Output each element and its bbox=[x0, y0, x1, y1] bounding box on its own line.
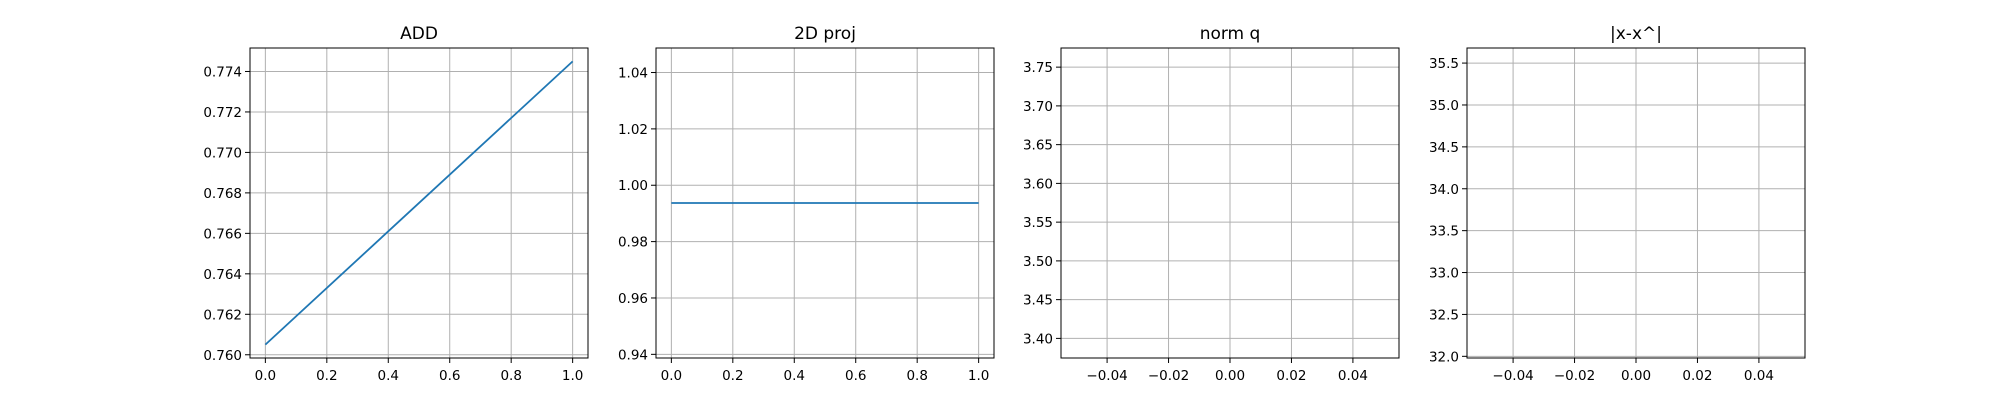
y-tick-label: 35.0 bbox=[1429, 98, 1459, 114]
x-tick-label: 0.2 bbox=[722, 368, 743, 384]
subplot-norm-q: −0.04 −0.02 0.00 0.02 0.04 3.40 3.45 3.50 3.55 3.… bbox=[1023, 24, 1400, 384]
y-tick-label: 0.772 bbox=[203, 105, 242, 121]
y-tick-label: 0.762 bbox=[203, 307, 242, 323]
subplot-title: |x-x^| bbox=[1610, 24, 1662, 44]
x-tick-label: 0.04 bbox=[1744, 368, 1774, 384]
x-tick-label: 0.8 bbox=[500, 368, 521, 384]
x-tick-label: 0.8 bbox=[906, 368, 927, 384]
x-tick-label: 0.4 bbox=[784, 368, 805, 384]
subplot-title: norm q bbox=[1200, 24, 1261, 44]
subplot-x-error: −0.04 −0.02 0.00 0.02 0.04 32.0 32.5 33.0 33.5 34… bbox=[1429, 24, 1806, 384]
y-tick-label: 33.0 bbox=[1429, 266, 1459, 282]
y-tick-label: 0.774 bbox=[203, 64, 242, 80]
x-tick-label: 0.04 bbox=[1338, 368, 1368, 384]
y-tick-label: 0.96 bbox=[618, 291, 648, 307]
y-tick-label: 3.50 bbox=[1023, 254, 1053, 270]
x-tick-label: 0.4 bbox=[378, 368, 399, 384]
axes-frame bbox=[1466, 47, 1806, 359]
y-tick-label: 3.45 bbox=[1023, 293, 1053, 309]
y-tick-label: 32.5 bbox=[1429, 307, 1459, 323]
x-tick-label: 0.02 bbox=[1276, 368, 1306, 384]
y-tick-label: 1.02 bbox=[618, 122, 648, 138]
axes-frame bbox=[655, 47, 995, 359]
axes-frame bbox=[1060, 47, 1400, 359]
y-tick-label: 1.00 bbox=[618, 178, 648, 194]
y-tick-label: 0.770 bbox=[203, 145, 242, 161]
y-tick-label: 0.94 bbox=[618, 347, 648, 363]
y-tick-label: 0.764 bbox=[203, 267, 242, 283]
y-tick-label: 34.0 bbox=[1429, 182, 1459, 198]
subplot-title: ADD bbox=[400, 24, 438, 44]
x-tick-label: 1.0 bbox=[562, 368, 583, 384]
x-tick-label: 0.00 bbox=[1215, 368, 1245, 384]
axes-frame bbox=[249, 47, 589, 359]
y-tick-label: 35.5 bbox=[1429, 56, 1459, 72]
x-tick-label: −0.02 bbox=[1554, 368, 1595, 384]
subplot-add: 0.0 0.2 0.4 0.6 0.8 1.0 0.760 0.762 0.764 0.766 0.… bbox=[203, 24, 589, 384]
x-tick-label: 0.2 bbox=[316, 368, 337, 384]
x-tick-label: 1.0 bbox=[968, 368, 989, 384]
y-tick-label: 3.75 bbox=[1023, 60, 1053, 76]
x-tick-label: 0.0 bbox=[255, 368, 276, 384]
y-tick-label: 33.5 bbox=[1429, 224, 1459, 240]
y-tick-label: 0.766 bbox=[203, 226, 242, 242]
y-tick-label: 3.60 bbox=[1023, 176, 1053, 192]
x-tick-label: −0.04 bbox=[1492, 368, 1533, 384]
x-tick-label: −0.04 bbox=[1086, 368, 1127, 384]
x-tick-label: 0.00 bbox=[1621, 368, 1651, 384]
subplot-title: 2D proj bbox=[794, 24, 856, 44]
x-tick-label: 0.6 bbox=[845, 368, 866, 384]
y-tick-label: 0.98 bbox=[618, 235, 648, 251]
y-tick-label: 34.5 bbox=[1429, 140, 1459, 156]
series-line bbox=[264, 60, 574, 346]
y-tick-label: 0.760 bbox=[203, 348, 242, 364]
x-tick-label: 0.0 bbox=[661, 368, 682, 384]
x-tick-label: 0.02 bbox=[1682, 368, 1712, 384]
y-tick-label: 1.04 bbox=[618, 66, 648, 82]
x-tick-label: 0.6 bbox=[439, 368, 460, 384]
y-tick-label: 3.40 bbox=[1023, 331, 1053, 347]
y-tick-label: 32.0 bbox=[1429, 349, 1459, 365]
y-tick-label: 0.768 bbox=[203, 186, 242, 202]
x-tick-label: −0.02 bbox=[1148, 368, 1189, 384]
subplot-2d-proj: 0.0 0.2 0.4 0.6 0.8 1.0 0.94 0.96 0.98 1.00 1.02 1.… bbox=[618, 24, 995, 384]
y-tick-label: 3.70 bbox=[1023, 99, 1053, 115]
y-tick-label: 3.65 bbox=[1023, 138, 1053, 154]
y-tick-label: 3.55 bbox=[1023, 215, 1053, 231]
